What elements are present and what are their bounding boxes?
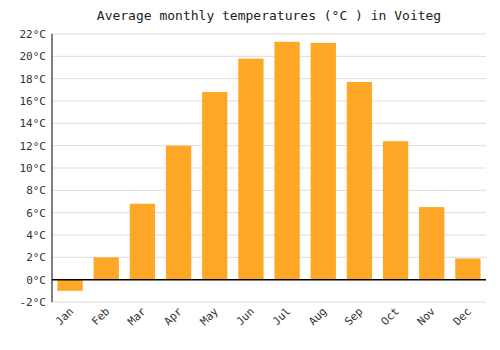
x-tick-label: Jan [53, 305, 76, 328]
x-tick-label: Oct [378, 305, 401, 328]
bar [455, 258, 480, 279]
bar [347, 82, 372, 280]
x-tick-label: May [198, 305, 222, 329]
grid-line [52, 78, 486, 79]
x-tick-label: Sep [342, 305, 365, 328]
x-tick-label: Aug [306, 305, 329, 328]
grid-line [52, 145, 486, 146]
grid-line [52, 56, 486, 57]
grid [52, 34, 486, 302]
y-tick-label: 2°C [26, 251, 46, 264]
y-tick-label: 14°C [20, 117, 47, 130]
grid-line [52, 101, 486, 102]
grid-line [52, 302, 486, 303]
grid-line [52, 123, 486, 124]
bar [202, 92, 227, 280]
chart-container: Average monthly temperatures (°C ) in Vo… [0, 0, 500, 350]
x-tick-label: Mar [125, 305, 149, 329]
grid-line [52, 168, 486, 169]
chart: Average monthly temperatures (°C ) in Vo… [0, 0, 500, 350]
y-tick-label: 22°C [20, 28, 47, 41]
grid-line [52, 190, 486, 191]
y-tick-label: 6°C [26, 207, 46, 220]
x-tick-label: Nov [415, 305, 439, 329]
zero-line [52, 279, 486, 281]
x-axis: Jan Feb Mar Apr May Jun Jul Aug Sep Oct Nov Dec [53, 305, 474, 329]
bar [274, 42, 299, 280]
y-tick-label: 20°C [20, 50, 47, 63]
y-tick-label: 8°C [26, 184, 46, 197]
y-tick-label: 18°C [20, 73, 47, 86]
x-tick-label: Jul [270, 305, 293, 328]
bar [130, 204, 155, 280]
y-axis: -2°C 0°C 2°C 4°C 6°C 8°C 10°C 12°C 14°C 16°C 18°C 2… [20, 28, 47, 309]
title: Average monthly temperatures (°C ) in Vo… [97, 8, 441, 23]
bar [311, 43, 336, 280]
x-tick-label: Apr [161, 305, 185, 329]
bars [57, 42, 480, 291]
bar [383, 141, 408, 279]
y-axis-line [52, 34, 53, 302]
y-tick-label: 10°C [20, 162, 47, 175]
bar [419, 207, 444, 280]
grid-line [52, 279, 486, 280]
y-tick-label: -2°C [20, 296, 47, 309]
x-tick-label: Feb [89, 305, 112, 328]
bar [94, 257, 119, 279]
bar [57, 280, 82, 291]
bar [238, 59, 263, 280]
grid-line [52, 34, 486, 35]
y-tick-label: 4°C [26, 229, 46, 242]
y-tick-label: 12°C [20, 140, 47, 153]
bar [166, 146, 191, 280]
x-tick-label: Jun [234, 305, 257, 328]
y-tick-label: 16°C [20, 95, 47, 108]
x-tick-label: Dec [451, 305, 474, 328]
y-tick-label: 0°C [26, 274, 46, 287]
